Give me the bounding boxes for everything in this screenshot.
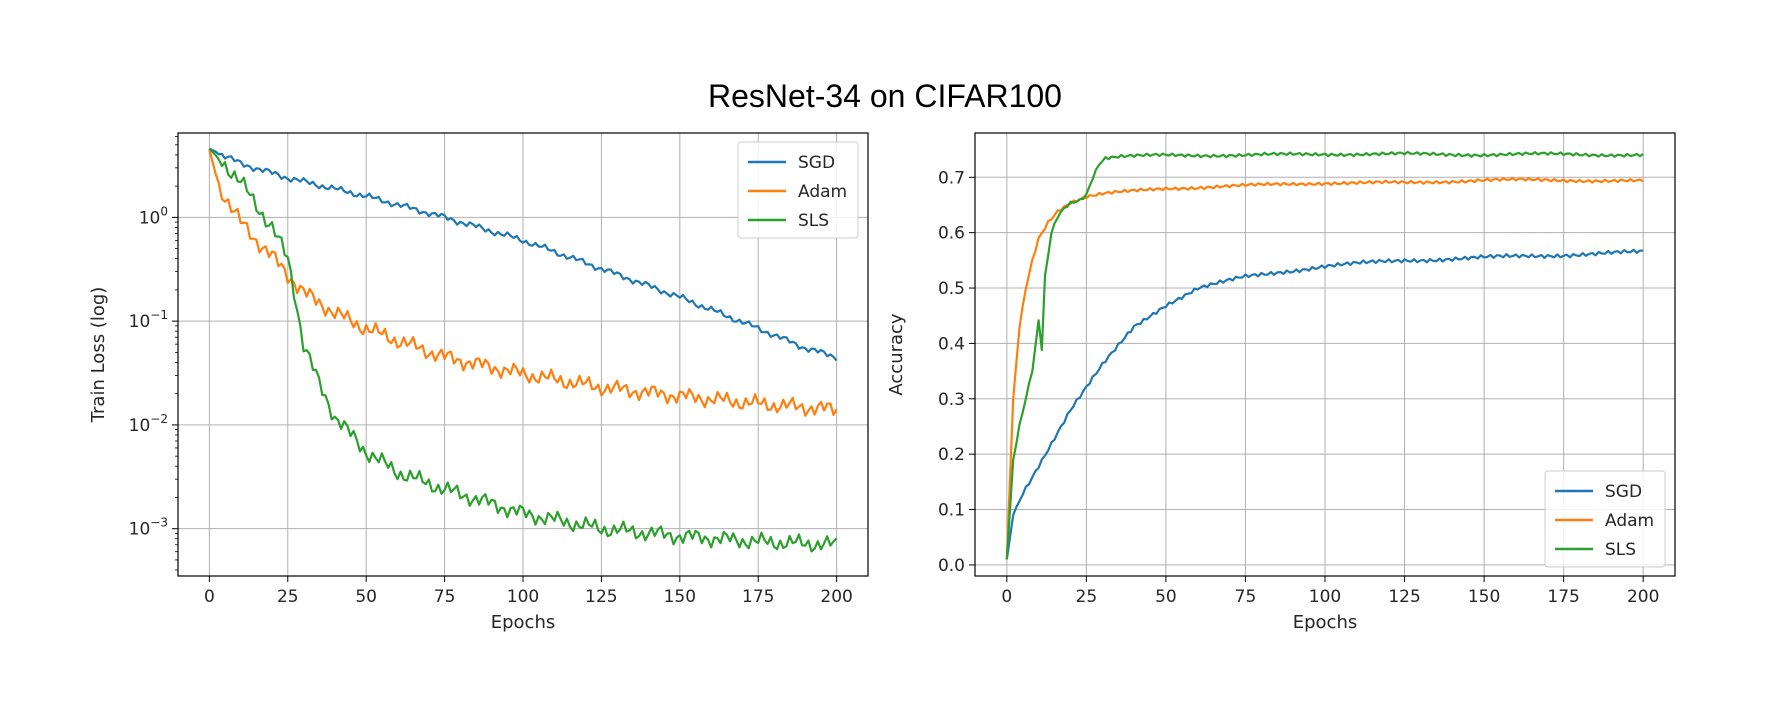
legend-label-adam: Adam [798,182,847,202]
y-tick-label: 100 [139,204,168,228]
x-tick-label: 175 [742,587,774,607]
x-tick-label: 0 [1001,587,1012,607]
x-axis-label: Epochs [1293,612,1358,633]
x-tick-label: 150 [664,587,696,607]
x-tick-label: 125 [1388,587,1420,607]
x-tick-label: 200 [820,587,852,607]
legend-label-sgd: SGD [798,153,835,173]
x-tick-label: 75 [1235,587,1257,607]
y-tick-label: 0.4 [938,334,965,354]
legend-box [1544,470,1666,568]
legend-box [737,141,859,239]
y-tick-label: 10−1 [129,308,168,332]
axes-frame [974,132,1676,577]
x-tick-label: 200 [1627,587,1659,607]
series-line-adam [1005,176,1644,560]
legend-label-adam: Adam [1605,511,1654,531]
series-line-sls [208,147,838,553]
x-tick-label: 0 [204,587,215,607]
series-line-adam [208,149,838,417]
legend: SGD Adam SLS [737,141,859,239]
chart-panel-2: 0 25 50 75 100 125 150 175 200 0.0 0.1 0.2 0.3 0.4 0.5… [886,132,1676,633]
y-tick-label: 0.1 [938,501,965,521]
x-tick-label: 100 [507,587,539,607]
axes-frame [177,132,869,577]
series-line-sgd [208,147,838,362]
x-tick-label: 100 [1309,587,1341,607]
x-tick-label: 75 [434,587,456,607]
figure-title: ResNet-34 on CIFAR100 [708,78,1062,114]
x-tick-label: 150 [1468,587,1500,607]
x-tick-label: 50 [1155,587,1177,607]
x-tick-label: 125 [585,587,617,607]
x-tick-label: 25 [277,587,299,607]
series-line-sgd [1005,248,1644,560]
series-line-sls [1005,150,1644,560]
y-tick-label: 0.3 [938,390,965,410]
y-axis-label: Train Loss (log) [88,287,109,424]
y-tick-label: 0.6 [938,224,965,244]
y-tick-label: 0.2 [938,445,965,465]
legend-label-sls: SLS [798,211,829,231]
y-tick-label: 0.0 [938,556,965,576]
x-tick-label: 25 [1076,587,1098,607]
y-tick-label: 0.7 [938,168,965,188]
x-tick-label: 175 [1547,587,1579,607]
x-tick-label: 50 [355,587,377,607]
y-tick-label: 10−3 [129,516,168,540]
y-axis-label: Accuracy [886,313,907,396]
legend-label-sgd: SGD [1605,482,1642,502]
y-tick-label: 10−2 [129,412,168,436]
chart-panel-1: 0 25 50 75 100 125 150 175 200 10−3 10−2 10−1 100 Epo… [88,132,869,633]
x-axis-label: Epochs [491,612,556,633]
y-tick-label: 0.5 [938,279,965,299]
legend-label-sls: SLS [1605,540,1636,560]
legend: SGD Adam SLS [1544,470,1666,568]
